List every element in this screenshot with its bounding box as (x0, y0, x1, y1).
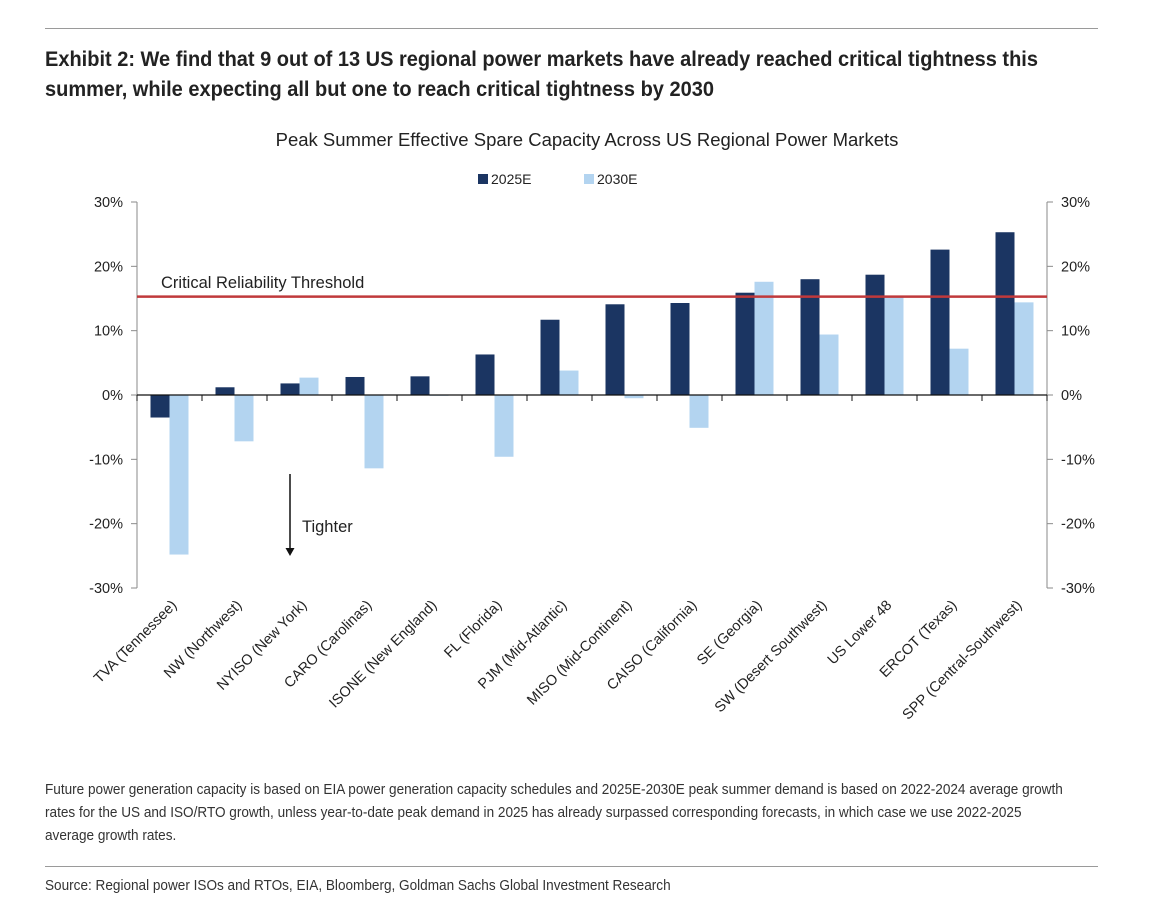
legend-swatch-2025e (478, 174, 488, 184)
x-tick-label: US Lower 48 (825, 598, 896, 669)
bar-2025e-5 (410, 376, 430, 395)
bar-2025e-2 (215, 387, 235, 395)
y-tick-label-right: 30% (1061, 195, 1090, 211)
bar-2025e-9 (670, 303, 690, 395)
y-axes: -30% -30% -20% -20% -10% -10% 0% 0% 10% 10% 20% 20%… (89, 195, 1095, 597)
bar-2030e-12 (884, 297, 904, 395)
source-note: Source: Regional power ISOs and RTOs, EI… (45, 878, 671, 894)
x-tick-label: ISONE (New England) (326, 598, 440, 712)
x-tick-label: SE (Georgia) (694, 598, 765, 669)
footnote: Future power generation capacity is base… (45, 782, 1063, 844)
threshold-label: Critical Reliability Threshold (161, 274, 364, 292)
y-tick-label-right: -30% (1061, 581, 1095, 597)
y-tick-label-left: 30% (94, 195, 123, 211)
bar-2025e-8 (605, 304, 625, 395)
bar-2025e-11 (800, 279, 820, 395)
x-tick-labels: TVA (Tennessee)NW (Northwest)NYISO (New … (91, 598, 1025, 724)
y-tick-label-right: 10% (1061, 324, 1090, 340)
y-tick-label-left: 20% (94, 259, 123, 275)
bar-2030e-4 (364, 395, 384, 469)
bar-2030e-8 (624, 395, 644, 399)
bar-2025e-1 (150, 395, 170, 418)
bar-2025e-10 (735, 292, 755, 395)
x-tick-label: SW (Desert Southwest) (712, 598, 830, 716)
bars (150, 232, 1034, 555)
y-tick-label-left: 10% (94, 324, 123, 340)
legend: 2025E 2030E (478, 171, 637, 187)
top-rule (45, 28, 1098, 29)
threshold: Critical Reliability Threshold (137, 274, 1047, 298)
bar-2030e-7 (559, 370, 579, 395)
bar-2030e-13 (949, 348, 969, 395)
bar-2030e-6 (494, 395, 514, 457)
bar-2025e-3 (280, 383, 300, 395)
legend-label-2025e: 2025E (491, 171, 531, 187)
x-axis (136, 394, 1048, 401)
legend-swatch-2030e (584, 174, 594, 184)
bar-2030e-10 (754, 281, 774, 395)
tighter-annotation: Tighter (285, 474, 353, 556)
bar-2030e-11 (819, 334, 839, 395)
bottom-rule (45, 866, 1098, 867)
exhibit-title: Exhibit 2: We find that 9 out of 13 US r… (45, 47, 1038, 101)
y-tick-label-right: -10% (1061, 452, 1095, 468)
x-tick-label: MISO (Mid-Continent) (524, 598, 635, 709)
bar-2025e-12 (865, 274, 885, 395)
bar-chart: Peak Summer Effective Spare Capacity Acr… (89, 129, 1095, 724)
x-tick-label: FL (Florida) (441, 598, 505, 662)
y-tick-label-right: -20% (1061, 517, 1095, 533)
bar-2025e-7 (540, 319, 560, 395)
tighter-arrow-head (285, 548, 295, 556)
bar-2025e-13 (930, 249, 950, 395)
bar-2025e-4 (345, 376, 365, 395)
y-tick-label-left: -10% (89, 452, 123, 468)
bar-2030e-9 (689, 395, 709, 428)
legend-label-2030e: 2030E (597, 171, 637, 187)
y-tick-label-left: -20% (89, 517, 123, 533)
tighter-label: Tighter (302, 518, 353, 536)
bar-2025e-6 (475, 354, 495, 395)
chart-title: Peak Summer Effective Spare Capacity Acr… (276, 129, 899, 150)
y-tick-label-left: -30% (89, 581, 123, 597)
bar-2030e-2 (234, 395, 254, 442)
bar-2030e-14 (1014, 302, 1034, 395)
bar-2030e-1 (169, 395, 189, 555)
y-tick-label-left: 0% (102, 388, 123, 404)
x-tick-label: SPP (Central-Southwest) (900, 598, 1026, 724)
y-tick-label-right: 0% (1061, 388, 1082, 404)
bar-2030e-3 (299, 377, 319, 395)
y-tick-label-right: 20% (1061, 259, 1090, 275)
bar-2025e-14 (995, 232, 1015, 395)
